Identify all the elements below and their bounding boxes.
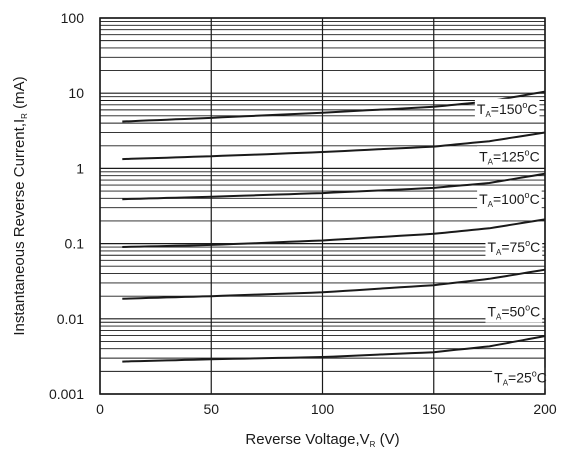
y-tick-label: 1 xyxy=(76,160,84,176)
series-label: TA=25oC xyxy=(494,369,547,388)
x-tick-label: 0 xyxy=(96,401,104,417)
x-axis-label-sub: R xyxy=(370,440,376,449)
series-line xyxy=(122,268,546,300)
y-axis-label-main: Instantaneous Reverse Current,I xyxy=(11,119,28,336)
series-label-background xyxy=(477,146,542,168)
y-axis-label-unit: (mA) xyxy=(11,76,28,113)
series-label-background xyxy=(474,98,540,120)
series-label-background xyxy=(485,301,543,323)
y-tick-label: 0.001 xyxy=(49,386,84,402)
y-tick-label: 10 xyxy=(68,85,84,101)
x-tick-label: 150 xyxy=(422,401,446,417)
series-label-background xyxy=(477,189,542,211)
x-axis-label-main: Reverse Voltage,V xyxy=(245,431,369,448)
x-tick-labels: 0 50 100 150 200 xyxy=(96,401,557,417)
y-axis-label: Instantaneous Reverse Current,IR (mA) xyxy=(11,76,29,335)
series-label-background xyxy=(492,367,549,389)
series-label: TA=75oC xyxy=(487,238,540,257)
y-tick-labels: 0.001 0.01 0.1 1 10 100 xyxy=(49,10,84,402)
series-label: TA=50oC xyxy=(487,303,540,322)
y-tick-label: 0.01 xyxy=(57,311,84,327)
series-line xyxy=(122,172,546,201)
series-line xyxy=(122,335,546,363)
series-line xyxy=(122,131,546,161)
x-axis-label: Reverse Voltage,VR (V) xyxy=(245,431,399,449)
series-labels: TA=150oC TA=125oC TA=100oC TA=75oC TA=50oC TA… xyxy=(474,98,549,389)
plot-frame xyxy=(99,17,546,395)
y-tick-label: 0.1 xyxy=(65,236,85,252)
series-label: TA=150oC xyxy=(477,100,538,119)
series-line xyxy=(122,218,546,248)
x-tick-label: 50 xyxy=(203,401,219,417)
y-tick-label: 100 xyxy=(61,10,85,26)
series-label: TA=100oC xyxy=(479,190,540,209)
x-axis-label-unit: (V) xyxy=(375,431,399,448)
x-tick-label: 200 xyxy=(533,401,557,417)
y-axis-label-sub: R xyxy=(20,113,29,119)
series-label: TA=125oC xyxy=(479,147,540,166)
series-label-background xyxy=(485,237,543,259)
x-tick-label: 100 xyxy=(311,401,335,417)
series-lines xyxy=(122,90,546,363)
